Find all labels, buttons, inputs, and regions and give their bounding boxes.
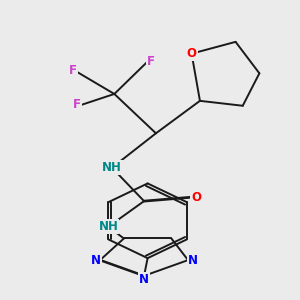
Text: NH: NH <box>102 161 122 174</box>
Text: O: O <box>187 47 196 60</box>
Text: N: N <box>188 254 197 267</box>
Text: O: O <box>191 191 201 204</box>
Text: F: F <box>69 64 77 77</box>
Text: F: F <box>147 55 154 68</box>
Text: N: N <box>91 254 100 267</box>
Text: F: F <box>73 98 81 111</box>
Text: NH: NH <box>98 220 118 233</box>
Text: N: N <box>139 273 149 286</box>
